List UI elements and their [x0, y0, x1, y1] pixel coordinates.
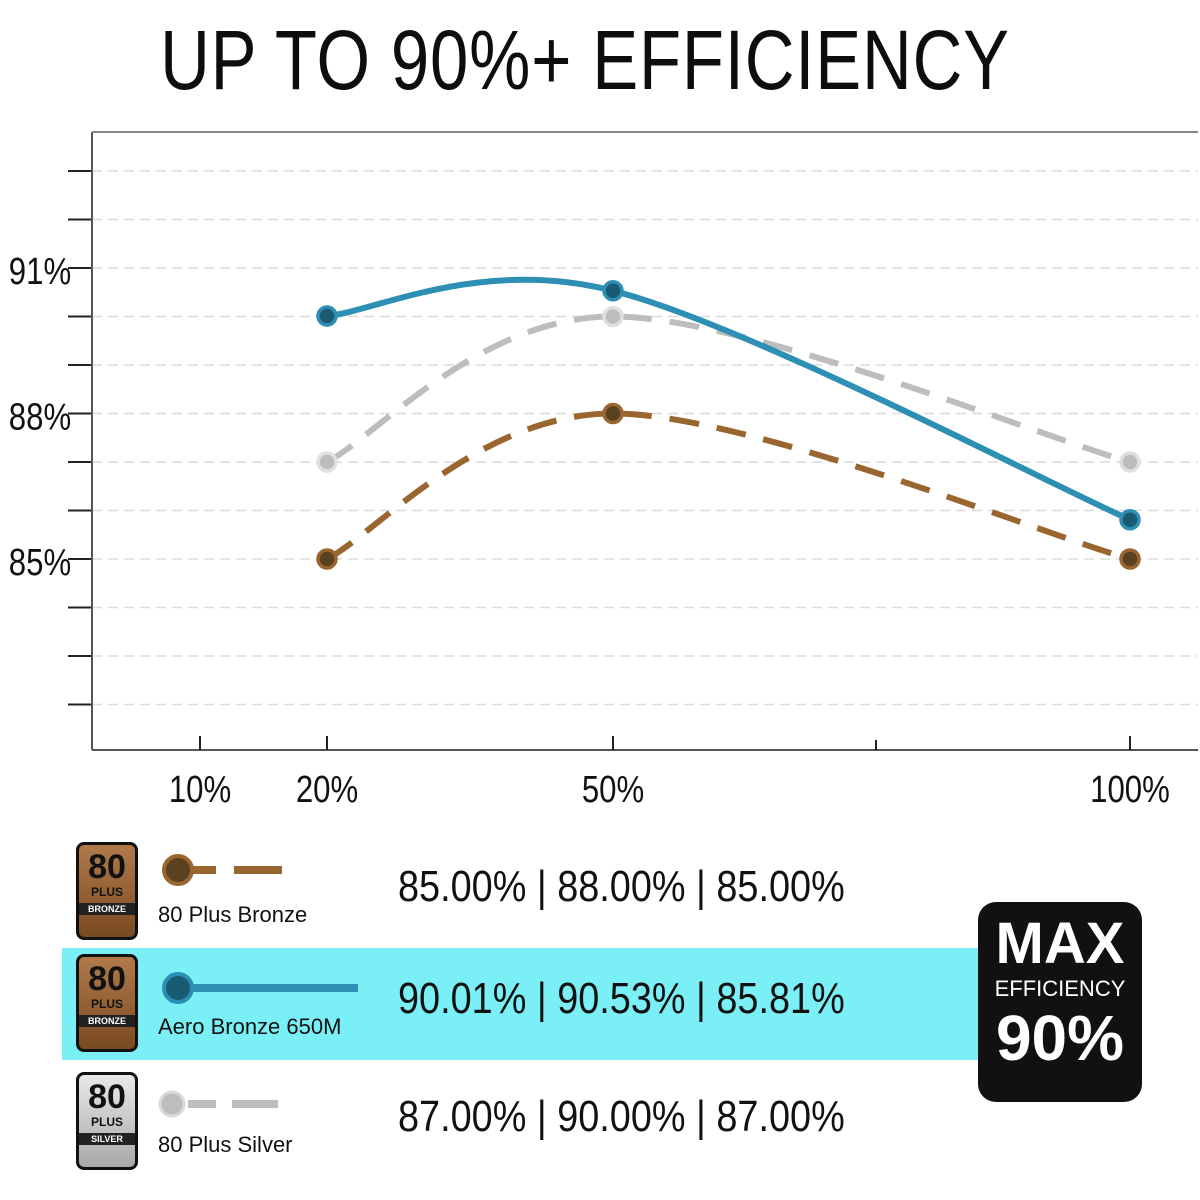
- data-point: [1119, 451, 1141, 473]
- x-tick-label: 100%: [1090, 769, 1170, 811]
- series-line-80-plus-bronze: [325, 410, 1131, 562]
- series-line-aero-bronze-650m: [326, 276, 1132, 523]
- max-badge-line1: MAX: [995, 911, 1125, 976]
- series-line-80-plus-silver: [325, 313, 1131, 465]
- legend-swatch-solid-aero-icon: [162, 972, 358, 1004]
- data-point: [1119, 508, 1141, 531]
- legend-swatch-dashed-bronze-icon: [162, 854, 282, 886]
- y-tick-label: 85%: [9, 542, 71, 584]
- 80plus-bronze-badge-icon: 80 PLUS BRONZE: [76, 842, 138, 940]
- legend-row-silver: 80 PLUS SILVER 80 Plus Silver 87.00% | 9…: [62, 1066, 992, 1178]
- legend-values-silver: 87.00% | 90.00% | 87.00%: [398, 1092, 845, 1141]
- 80plus-silver-badge-icon: 80 PLUS SILVER: [76, 1072, 138, 1170]
- data-point: [602, 280, 624, 302]
- 80plus-bronze-badge-icon: 80 PLUS BRONZE: [76, 954, 138, 1052]
- data-point: [316, 451, 338, 473]
- legend-values-aero: 90.01% | 90.53% | 85.81%: [398, 974, 845, 1023]
- data-point: [602, 305, 624, 328]
- legend-label-aero: Aero Bronze 650M: [158, 1014, 342, 1039]
- data-point: [316, 548, 338, 570]
- legend-label-silver: 80 Plus Silver: [158, 1132, 293, 1157]
- x-tick-label: 10%: [169, 769, 231, 811]
- x-tick-label: 50%: [582, 769, 644, 811]
- efficiency-line-chart: 85% 88% 91% 10% 20% 50% 100%: [9, 131, 1198, 811]
- legend-label-bronze: 80 Plus Bronze: [158, 902, 308, 927]
- legend-row-aero-bronze-650m: 80 PLUS BRONZE Aero Bronze 650M 90.01% |…: [62, 948, 992, 1060]
- chart-title: UP TO 90%+ EFFICIENCY: [160, 13, 1010, 107]
- max-badge-line2: EFFICIENCY: [994, 976, 1126, 1001]
- x-tick-label: 20%: [296, 769, 358, 811]
- max-efficiency-badge: MAX EFFICIENCY 90%: [978, 902, 1142, 1102]
- data-point: [316, 305, 338, 327]
- data-point: [602, 402, 624, 425]
- legend-swatch-dashed-silver-icon: [158, 1090, 278, 1118]
- y-tick-label: 88%: [9, 397, 71, 439]
- max-badge-line3: 90%: [995, 1002, 1125, 1074]
- y-tick-label: 91%: [9, 251, 71, 293]
- legend-values-bronze: 85.00% | 88.00% | 85.00%: [398, 862, 845, 911]
- legend-row-bronze: 80 PLUS BRONZE 80 Plus Bronze 85.00% | 8…: [62, 836, 992, 948]
- data-point: [1119, 548, 1141, 570]
